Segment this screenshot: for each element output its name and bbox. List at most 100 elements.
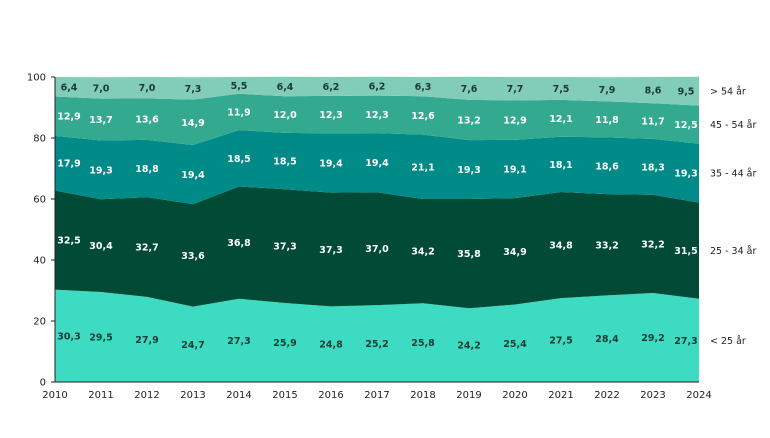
data-label: 12,3 <box>365 110 388 121</box>
data-label: 12,9 <box>57 112 80 123</box>
data-label: 25,8 <box>411 338 435 349</box>
area-45-54-r <box>55 93 699 146</box>
data-label: 12,5 <box>674 120 697 131</box>
data-label: 7,6 <box>461 84 478 95</box>
data-label: 7,0 <box>139 83 156 94</box>
data-label: 21,1 <box>411 162 434 173</box>
y-tick-label: 0 <box>40 378 46 389</box>
data-label: 13,2 <box>457 116 480 127</box>
data-label: 13,6 <box>135 115 159 126</box>
legend-item: < 25 år <box>710 336 746 347</box>
data-label: 31,5 <box>674 246 697 257</box>
data-label: 37,3 <box>273 242 296 253</box>
data-label: 30,3 <box>57 331 80 342</box>
legend: < 25 år 25 - 34 år 35 - 44 år 45 - 54 år > 5… <box>710 87 756 347</box>
data-label: 13,7 <box>89 115 112 126</box>
data-label: 5,5 <box>231 81 248 92</box>
x-tick-label: 2017 <box>364 390 389 401</box>
data-label: 27,3 <box>674 336 697 347</box>
data-label: 32,2 <box>641 239 664 250</box>
data-label: 7,5 <box>553 84 570 95</box>
data-label: 7,3 <box>185 84 202 95</box>
x-tick-label: 2010 <box>42 390 67 401</box>
data-label: 7,0 <box>93 83 110 94</box>
x-tick-label: 2020 <box>502 390 527 401</box>
data-label: 19,4 <box>319 159 343 170</box>
data-label: 12,6 <box>411 111 435 122</box>
data-label: 25,4 <box>503 339 527 350</box>
data-label: 27,9 <box>135 335 158 346</box>
data-label: 33,6 <box>181 251 205 262</box>
data-label: 19,1 <box>503 164 526 175</box>
data-label: 11,9 <box>227 107 250 118</box>
data-label: 19,4 <box>365 158 389 169</box>
areas <box>55 76 699 382</box>
data-label: 34,9 <box>503 247 526 258</box>
data-label: 18,1 <box>549 160 572 171</box>
legend-item: 35 - 44 år <box>710 169 756 180</box>
data-label: 19,3 <box>89 165 112 176</box>
x-tick-label: 2023 <box>640 390 665 401</box>
data-labels: 30,3 29,5 27,9 24,7 27,3 25,9 24,8 25,2 25,8 24,2… <box>57 81 697 352</box>
x-tick-label: 2015 <box>272 390 297 401</box>
data-label: 24,2 <box>457 341 480 352</box>
data-label: 19,4 <box>181 170 205 181</box>
data-label: 18,6 <box>595 161 619 172</box>
data-label: 19,3 <box>457 165 480 176</box>
y-tick-label: 60 <box>33 195 46 206</box>
y-tick-label: 40 <box>33 256 46 267</box>
data-label: 27,5 <box>549 336 572 347</box>
data-label: 9,5 <box>678 87 695 98</box>
area-25-r <box>55 289 699 382</box>
data-label: 19,3 <box>674 169 697 180</box>
data-label: 37,0 <box>365 244 389 255</box>
data-label: 6,3 <box>415 82 432 93</box>
data-label: 11,8 <box>595 115 619 126</box>
data-label: 29,5 <box>89 333 112 344</box>
legend-item: 25 - 34 år <box>710 246 756 257</box>
x-tick-label: 2013 <box>180 390 205 401</box>
x-tick-label: 2018 <box>410 390 435 401</box>
data-label: 25,9 <box>273 338 296 349</box>
data-label: 29,2 <box>641 333 664 344</box>
data-label: 6,2 <box>369 82 386 93</box>
legend-item: > 54 år <box>710 87 746 98</box>
area-25-34-r <box>55 186 699 309</box>
data-label: 32,7 <box>135 243 158 254</box>
data-label: 18,5 <box>273 157 296 168</box>
data-label: 18,5 <box>227 154 250 165</box>
legend-item: 45 - 54 år <box>710 120 756 131</box>
data-label: 36,8 <box>227 238 251 249</box>
data-label: 28,4 <box>595 334 619 345</box>
data-label: 18,8 <box>135 164 159 175</box>
data-label: 12,0 <box>273 110 297 121</box>
x-tick-label: 2012 <box>134 390 159 401</box>
data-label: 8,6 <box>645 86 662 97</box>
data-label: 35,8 <box>457 249 481 260</box>
x-tick-label: 2016 <box>318 390 343 401</box>
data-label: 12,1 <box>549 114 572 125</box>
area-35-44-r <box>55 130 699 205</box>
data-label: 17,9 <box>57 159 80 170</box>
data-label: 11,7 <box>641 117 664 128</box>
data-label: 34,8 <box>549 241 573 252</box>
data-label: 30,4 <box>89 241 113 252</box>
x-tick-label: 2011 <box>88 390 113 401</box>
axes: 0 20 40 60 80 100 2010 2011 2012 2013 2014 2015 2016… <box>27 73 712 402</box>
data-label: 18,3 <box>641 162 664 173</box>
y-tick-label: 100 <box>27 73 46 84</box>
data-label: 6,4 <box>61 82 78 93</box>
data-label: 14,9 <box>181 118 204 129</box>
data-label: 7,7 <box>507 84 524 95</box>
data-label: 37,3 <box>319 245 342 256</box>
data-label: 6,2 <box>323 82 340 93</box>
x-tick-label: 2022 <box>594 390 619 401</box>
data-label: 12,9 <box>503 116 526 127</box>
data-label: 7,9 <box>599 85 616 96</box>
y-tick-label: 20 <box>33 317 46 328</box>
area-54-r <box>55 76 699 106</box>
data-label: 12,3 <box>319 110 342 121</box>
x-tick-label: 2024 <box>686 390 711 401</box>
data-label: 25,2 <box>365 339 388 350</box>
